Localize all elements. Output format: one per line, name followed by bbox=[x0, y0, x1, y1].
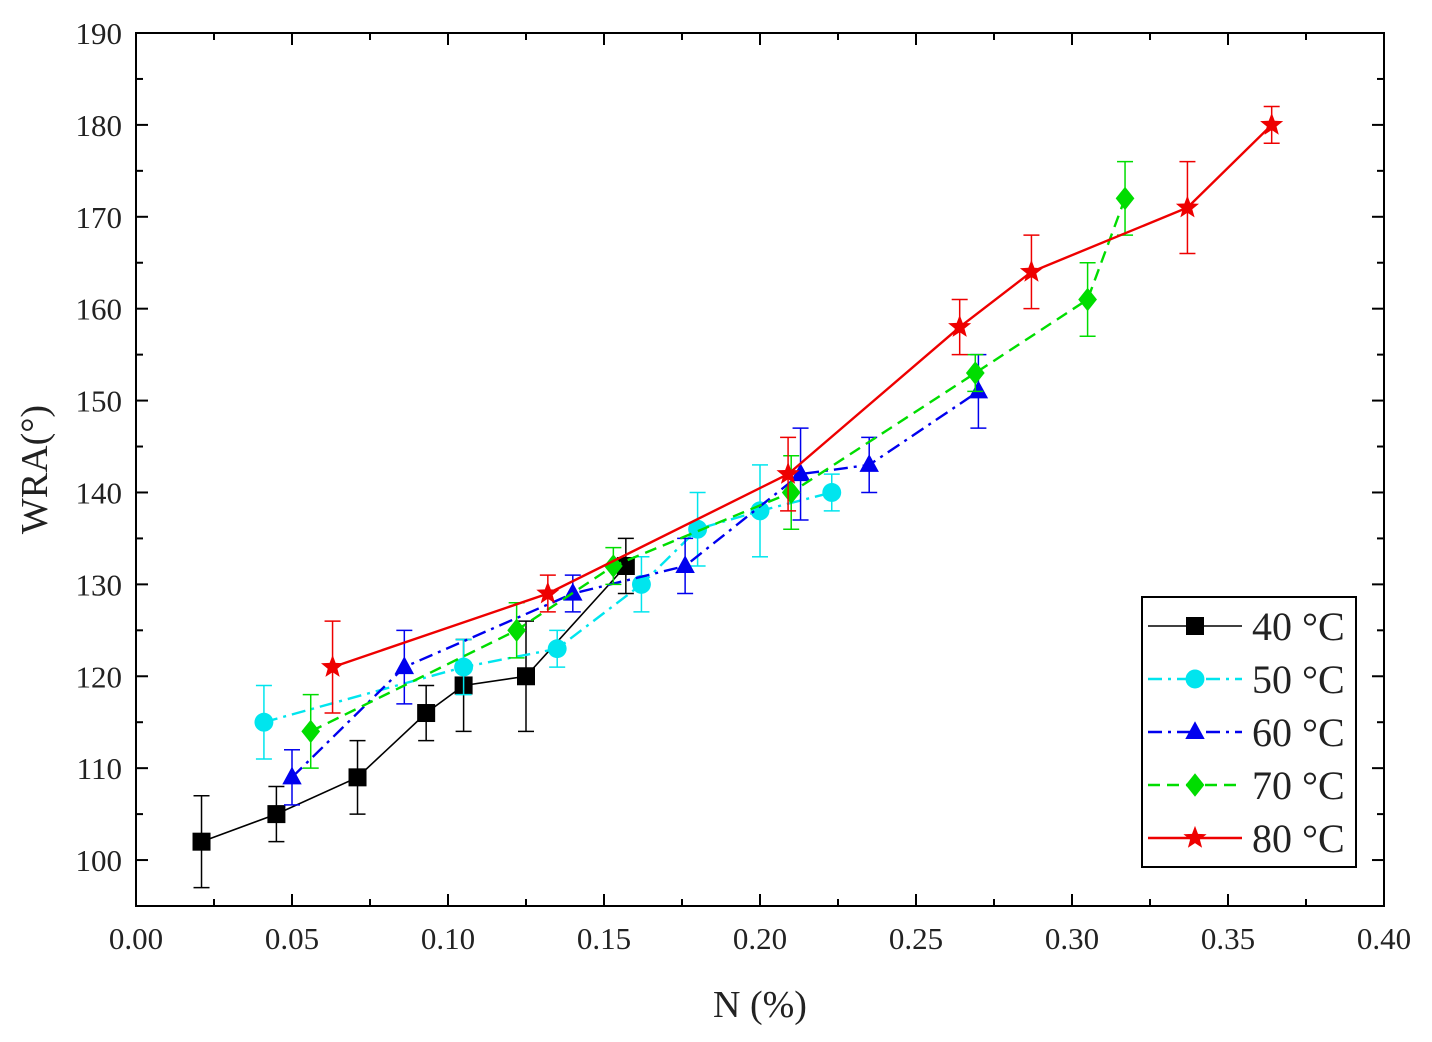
data-point bbox=[948, 314, 972, 337]
y-tick-label: 140 bbox=[76, 475, 123, 510]
legend-label: 60 °C bbox=[1252, 710, 1345, 755]
data-point bbox=[965, 361, 985, 385]
y-tick-label: 190 bbox=[76, 16, 123, 51]
x-tick-label: 0.35 bbox=[1201, 921, 1255, 956]
data-point bbox=[282, 766, 302, 785]
data-point bbox=[968, 380, 989, 399]
y-tick-label: 180 bbox=[76, 108, 123, 143]
data-point bbox=[321, 654, 345, 677]
data-point bbox=[688, 519, 708, 539]
x-tick-label: 0.40 bbox=[1357, 921, 1411, 956]
legend-marker bbox=[1185, 669, 1205, 689]
legend-marker bbox=[1185, 773, 1205, 797]
x-tick-label: 0.05 bbox=[265, 921, 319, 956]
y-tick-label: 170 bbox=[76, 200, 123, 235]
legend-label: 40 °C bbox=[1252, 604, 1345, 649]
legend-marker bbox=[1186, 617, 1204, 635]
series-4 bbox=[321, 105, 1284, 714]
data-point bbox=[1260, 112, 1284, 135]
series-line bbox=[201, 565, 627, 843]
data-point bbox=[301, 719, 321, 744]
series-line bbox=[332, 124, 1273, 669]
data-point bbox=[454, 657, 474, 677]
data-point bbox=[1175, 195, 1199, 218]
legend-marker bbox=[1183, 825, 1207, 848]
series-1 bbox=[254, 464, 842, 760]
legend-label: 70 °C bbox=[1252, 763, 1345, 808]
data-point bbox=[822, 483, 842, 502]
data-point bbox=[781, 480, 801, 505]
data-point bbox=[417, 704, 436, 723]
series-2 bbox=[282, 353, 989, 806]
data-point bbox=[394, 656, 415, 675]
data-point bbox=[604, 554, 623, 578]
data-point bbox=[859, 454, 879, 472]
legend-label: 80 °C bbox=[1252, 816, 1345, 861]
y-tick-label: 100 bbox=[76, 843, 123, 878]
legend-label: 50 °C bbox=[1252, 657, 1345, 702]
x-tick-label: 0.10 bbox=[421, 921, 475, 956]
data-point bbox=[675, 555, 695, 574]
series-0 bbox=[192, 537, 635, 889]
data-point bbox=[267, 805, 286, 824]
data-point bbox=[1078, 287, 1097, 312]
x-tick-label: 0.00 bbox=[109, 921, 163, 956]
x-tick-label: 0.15 bbox=[577, 921, 631, 956]
data-point bbox=[507, 618, 526, 643]
data-point bbox=[790, 463, 811, 482]
data-point bbox=[776, 461, 800, 484]
data-point bbox=[1115, 186, 1135, 211]
x-tick-label: 0.30 bbox=[1045, 921, 1099, 956]
y-tick-label: 150 bbox=[76, 384, 123, 419]
data-point bbox=[536, 581, 560, 604]
data-point bbox=[348, 768, 367, 787]
data-point bbox=[1019, 259, 1043, 282]
series-line bbox=[310, 197, 1127, 733]
legend-marker bbox=[1185, 721, 1205, 740]
series-3 bbox=[301, 160, 1135, 769]
data-point bbox=[192, 832, 211, 851]
data-point bbox=[631, 574, 651, 594]
y-axis-title: WRA(°) bbox=[14, 405, 56, 534]
data-point bbox=[254, 712, 274, 732]
y-tick-label: 130 bbox=[76, 567, 123, 602]
data-point bbox=[616, 556, 635, 575]
data-point bbox=[547, 639, 567, 659]
x-axis-title: N (%) bbox=[713, 984, 807, 1026]
y-tick-label: 160 bbox=[76, 292, 123, 327]
data-point bbox=[517, 667, 535, 686]
y-tick-label: 120 bbox=[76, 659, 123, 694]
y-tick-label: 110 bbox=[77, 751, 122, 786]
x-tick-label: 0.25 bbox=[889, 921, 943, 956]
x-tick-label: 0.20 bbox=[733, 921, 787, 956]
